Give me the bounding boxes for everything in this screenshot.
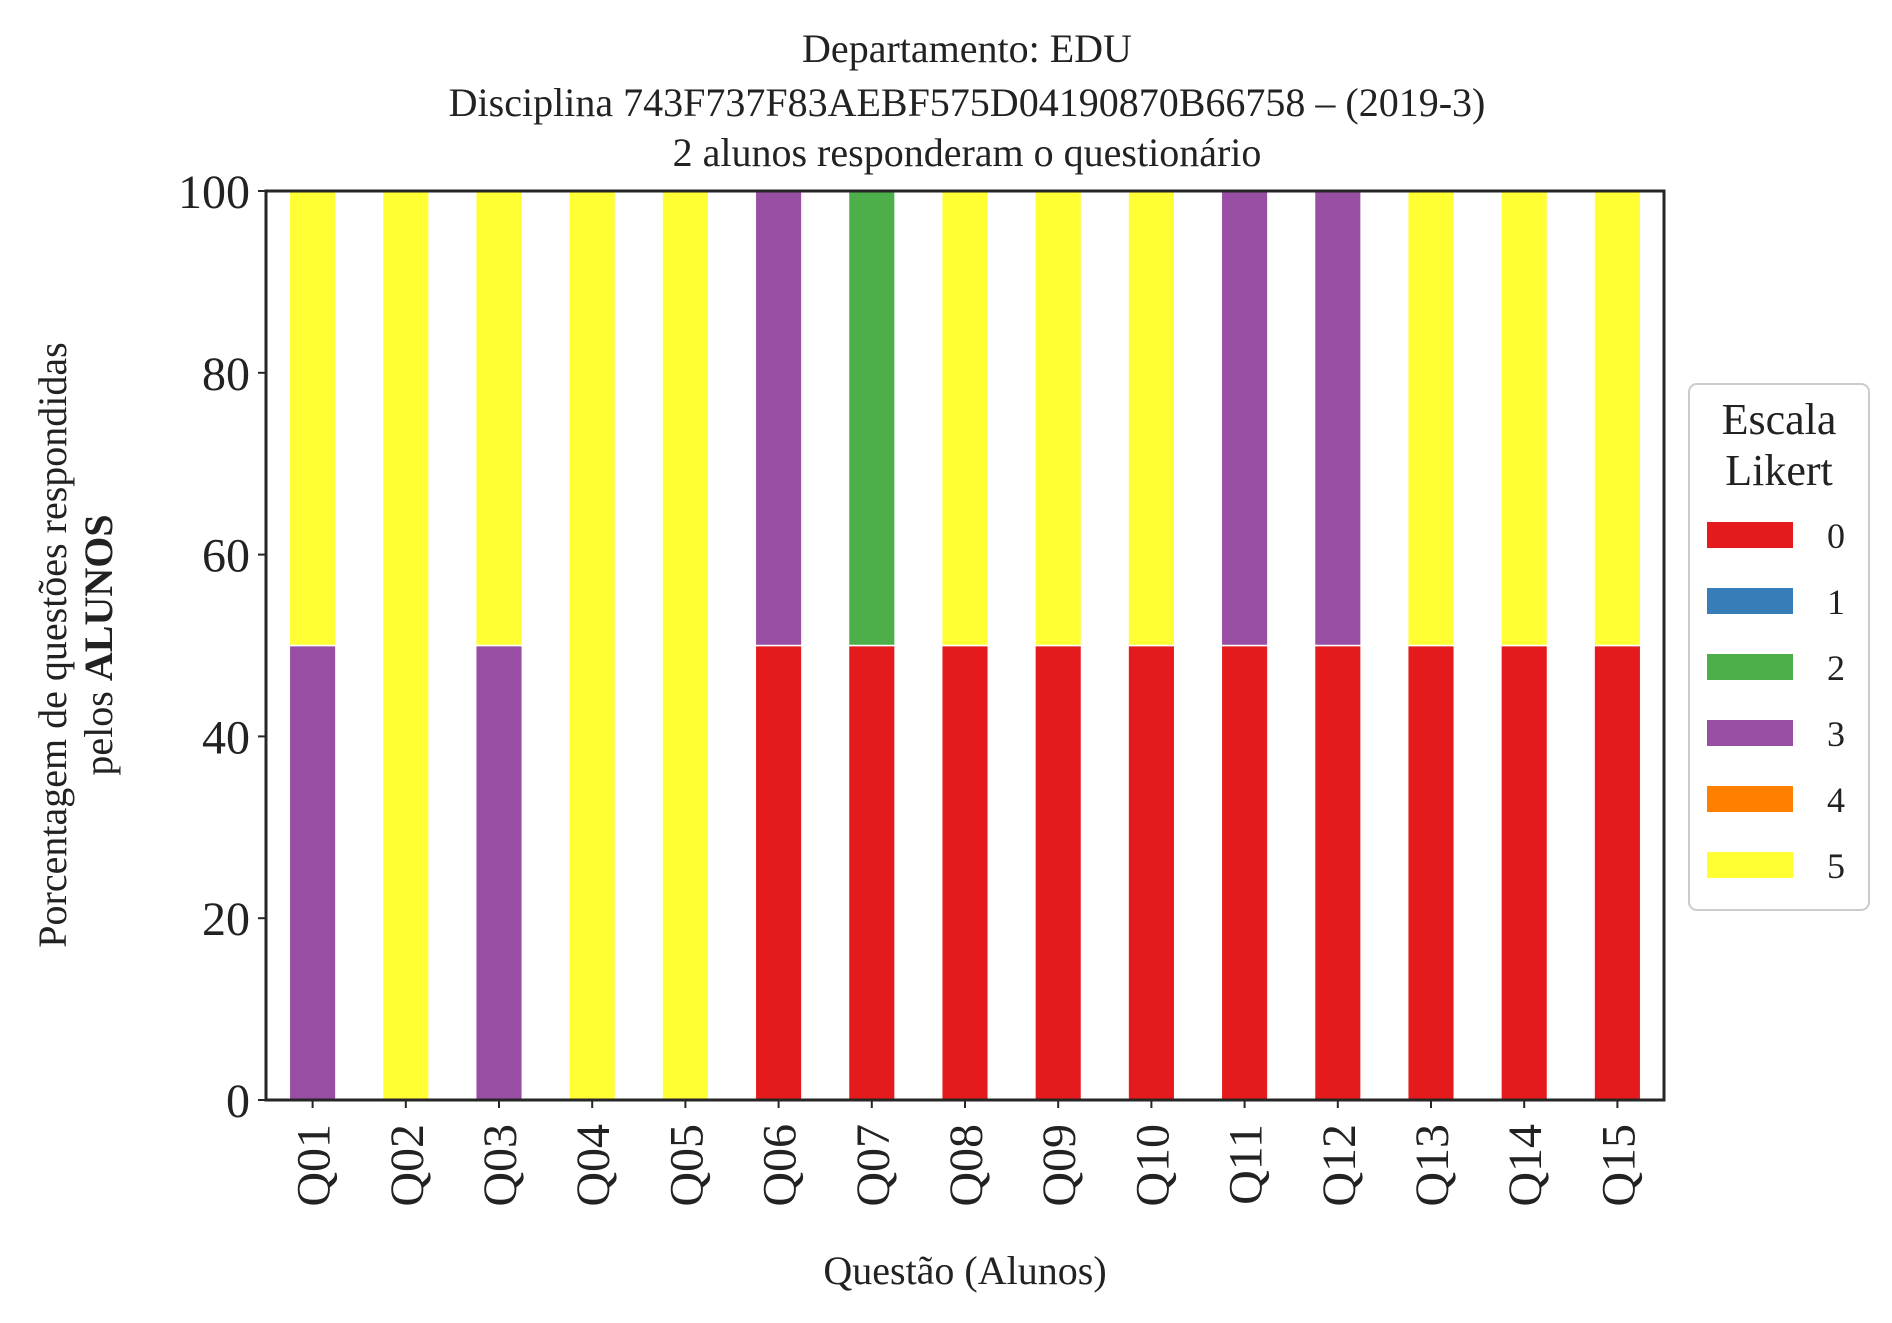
- x-tick-label-q12: Q12: [1313, 1124, 1366, 1207]
- y-axis-label-line-2: pelos ALUNOS: [76, 514, 121, 775]
- x-tick-label-q05: Q05: [660, 1124, 713, 1207]
- x-tick-label-q14: Q14: [1499, 1124, 1552, 1207]
- legend-label-2: 2: [1827, 648, 1845, 688]
- bar-q14-scale-0: [1500, 644, 1549, 1101]
- legend-swatch-0: [1707, 522, 1793, 548]
- legend-title-line-1: Escala: [1722, 395, 1837, 444]
- y-tick-label: 80: [202, 348, 250, 401]
- bar-q13-scale-5: [1406, 190, 1456, 647]
- y-tick-label: 100: [178, 166, 250, 219]
- bar-q13-scale-0: [1406, 644, 1456, 1101]
- x-tick-label-q11: Q11: [1220, 1124, 1273, 1205]
- x-tick-label-q07: Q07: [847, 1124, 900, 1207]
- bar-q09-scale-0: [1034, 644, 1083, 1101]
- bar-q14-scale-5: [1500, 190, 1549, 647]
- title-line-3: 2 alunos responderam o questionário: [673, 130, 1262, 175]
- bar-q15-scale-0: [1593, 644, 1642, 1101]
- x-tick-label-q08: Q08: [940, 1124, 993, 1207]
- bar-q12-scale-0: [1313, 644, 1362, 1101]
- y-tick-label: 20: [202, 893, 250, 946]
- x-tick-label-q10: Q10: [1126, 1124, 1179, 1207]
- bar-q10-scale-5: [1127, 190, 1176, 647]
- legend-swatch-5: [1707, 852, 1793, 878]
- bar-q08-scale-0: [940, 644, 990, 1101]
- legend-label-5: 5: [1827, 846, 1845, 886]
- bar-q04-scale-5: [568, 190, 617, 1101]
- x-tick-label-q01: Q01: [288, 1124, 341, 1207]
- legend-label-3: 3: [1827, 714, 1845, 754]
- legend-swatch-1: [1707, 588, 1793, 614]
- x-axis-label: Questão (Alunos): [823, 1248, 1106, 1293]
- bar-q12-scale-3: [1313, 190, 1362, 647]
- y-tick-label: 60: [202, 530, 250, 583]
- title-line-1: Departamento: EDU: [802, 26, 1132, 71]
- bar-q01-scale-5: [288, 190, 337, 647]
- legend-frame: [1688, 383, 1870, 911]
- x-tick-label-q06: Q06: [754, 1124, 807, 1207]
- legend-label-1: 1: [1827, 582, 1845, 622]
- bar-q11-scale-0: [1220, 644, 1269, 1101]
- bar-q06-scale-0: [754, 644, 803, 1101]
- legend-label-4: 4: [1827, 780, 1845, 820]
- y-axis-label-bold: ALUNOS: [76, 514, 121, 681]
- x-tick-label-q03: Q03: [474, 1124, 527, 1207]
- legend-items: 0 1 2 3 4 5: [1707, 516, 1845, 886]
- legend-label-0: 0: [1827, 516, 1845, 556]
- plot-frame: [264, 189, 1666, 1102]
- x-tick-label-q09: Q09: [1033, 1124, 1086, 1207]
- bar-q01-scale-3: [288, 644, 337, 1101]
- bar-q05-scale-5: [661, 190, 710, 1101]
- y-axis-label-line-1: Porcentagem de questões respondidas: [30, 342, 75, 947]
- legend-title-line-2: Likert: [1725, 446, 1833, 495]
- legend-swatch-4: [1707, 786, 1793, 812]
- bar-q03-scale-3: [474, 644, 524, 1101]
- x-tick-label-q13: Q13: [1406, 1124, 1459, 1207]
- title-line-2: Disciplina 743F737F83AEBF575D04190870B66…: [449, 80, 1486, 125]
- bar-q03-scale-5: [474, 190, 524, 647]
- bar-q15-scale-5: [1593, 190, 1642, 647]
- x-tick-label-q04: Q04: [567, 1124, 620, 1207]
- bar-q09-scale-5: [1034, 190, 1083, 647]
- y-tick-label: 40: [202, 711, 250, 764]
- chart-title: Departamento: EDU Disciplina 743F737F83A…: [449, 26, 1486, 175]
- bar-q10-scale-0: [1127, 644, 1176, 1101]
- y-axis-label: Porcentagem de questões respondidas pelo…: [30, 342, 121, 947]
- legend: Escala Likert 0 1 2 3 4 5: [1688, 383, 1870, 911]
- bar-q07-scale-2: [847, 190, 896, 647]
- bar-q08-scale-5: [940, 190, 990, 647]
- y-axis-label-prefix: pelos: [76, 681, 121, 775]
- bar-q02-scale-5: [381, 190, 430, 1101]
- y-tick-label: 0: [226, 1075, 250, 1128]
- y-axis: 0 20 40 60 80 100: [178, 166, 266, 1128]
- x-axis: Q01 Q02 Q03 Q04 Q05 Q06 Q07 Q08 Q09 Q10 Q11 Q12 Q13 Q…: [288, 1100, 1645, 1207]
- x-tick-label-q15: Q15: [1592, 1124, 1645, 1207]
- x-tick-label-q02: Q02: [381, 1124, 434, 1207]
- legend-swatch-3: [1707, 720, 1793, 746]
- bar-q06-scale-3: [754, 190, 803, 647]
- legend-swatch-2: [1707, 654, 1793, 680]
- bars: [288, 190, 1642, 1101]
- bar-q07-scale-0: [847, 644, 896, 1101]
- bar-q11-scale-3: [1220, 190, 1269, 647]
